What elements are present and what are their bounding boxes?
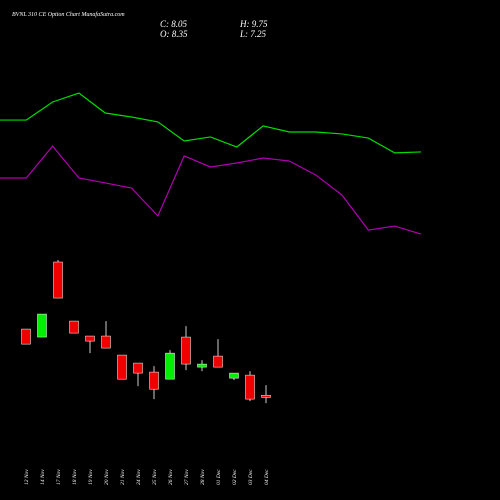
chart-title: BVNL 310 CE Option Chart MunafaSutra.com: [12, 11, 125, 18]
x-tick-label: 20 Nov: [104, 469, 110, 485]
candle-body: [261, 394, 271, 398]
candle-body: [37, 313, 47, 338]
x-tick-label: 21 Nov: [120, 469, 126, 485]
x-tick-label: 26 Nov: [168, 469, 174, 485]
ohlc-high: H: 9.75: [239, 19, 268, 29]
ohlc-open: O: 8.35: [160, 29, 188, 39]
candle-body: [53, 261, 63, 299]
candle-body: [181, 336, 191, 365]
x-tick-label: 28 Nov: [200, 469, 206, 485]
indicator-line: [0, 92, 422, 154]
x-tick-label: 01 Dec: [216, 469, 222, 485]
x-tick-label: 04 Dec: [263, 469, 270, 485]
value: 8.05: [171, 19, 187, 29]
x-tick-label: 24 Nov: [135, 469, 142, 485]
x-tick-label: 02 Dec: [232, 469, 238, 485]
label: C:: [160, 19, 169, 29]
ohlc-close: C: 8.05: [160, 19, 188, 29]
label: L:: [239, 29, 248, 39]
x-tick-label: 27 Nov: [184, 469, 190, 485]
candle-body: [85, 335, 95, 342]
candle-body: [69, 320, 79, 334]
x-tick-label: 14 Nov: [39, 469, 46, 485]
x-tick-label: 03 Dec: [248, 469, 254, 485]
x-tick-label: 25 Nov: [152, 469, 158, 485]
candle-body: [101, 335, 111, 349]
value: 9.75: [252, 19, 268, 29]
candle-body: [117, 354, 127, 380]
candle-body: [21, 328, 31, 345]
label: O:: [160, 29, 170, 39]
candle-body: [213, 355, 223, 368]
indicator-line: [0, 145, 422, 235]
candle-body: [197, 363, 207, 368]
x-tick-label: 17 Nov: [56, 469, 62, 485]
candle-body: [149, 371, 159, 390]
candle-body: [229, 372, 239, 379]
x-tick-label: 18 Nov: [72, 469, 78, 485]
value: 8.35: [172, 29, 188, 39]
label: H:: [239, 19, 250, 29]
candle-body: [133, 362, 143, 374]
x-tick-label: 19 Nov: [88, 469, 94, 485]
candle-body: [245, 374, 255, 400]
value: 7.25: [250, 29, 266, 39]
ohlc-low: L: 7.25: [239, 29, 267, 39]
x-tick-label: 12 Nov: [24, 469, 30, 485]
candle-body: [165, 352, 175, 380]
